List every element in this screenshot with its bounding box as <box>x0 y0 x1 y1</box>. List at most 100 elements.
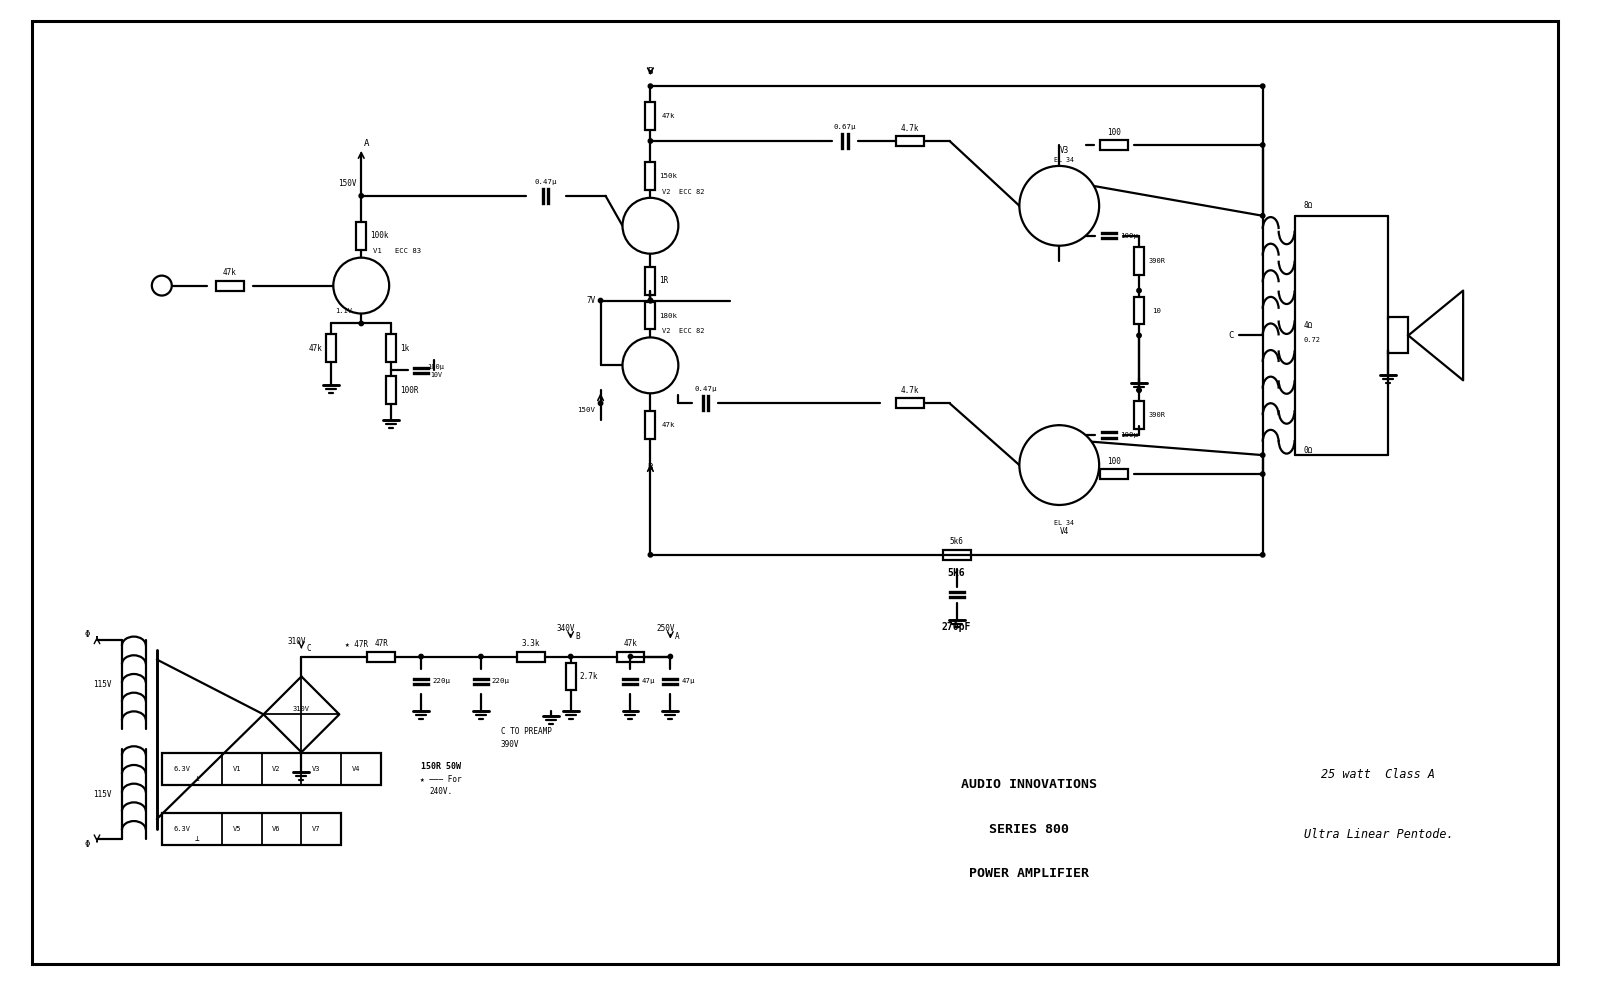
Text: 5k6: 5k6 <box>947 567 965 578</box>
Text: 150k: 150k <box>659 173 677 179</box>
Circle shape <box>358 194 363 198</box>
Bar <box>216 281 243 291</box>
Circle shape <box>358 321 363 326</box>
Text: 270pF: 270pF <box>942 622 971 631</box>
Circle shape <box>648 139 653 143</box>
Text: Ultra Linear Pentode.: Ultra Linear Pentode. <box>1304 827 1453 840</box>
Text: B: B <box>648 463 653 472</box>
Text: 0Ω: 0Ω <box>1304 445 1314 455</box>
Text: 4.7k: 4.7k <box>901 123 918 133</box>
Text: 25 watt  Class A: 25 watt Class A <box>1322 767 1435 781</box>
Bar <box>896 136 923 146</box>
Text: 2.7k: 2.7k <box>579 672 598 681</box>
Bar <box>645 411 656 439</box>
Text: C TO PREAMP: C TO PREAMP <box>501 727 552 736</box>
Bar <box>162 754 381 785</box>
Circle shape <box>1058 177 1061 182</box>
Text: 47k: 47k <box>624 639 637 648</box>
Circle shape <box>1019 165 1099 245</box>
Text: V3: V3 <box>1059 147 1069 156</box>
Text: V7: V7 <box>312 826 320 832</box>
Text: 5k6: 5k6 <box>950 538 963 547</box>
Text: SERIES 800: SERIES 800 <box>989 822 1069 835</box>
Text: V3: V3 <box>312 766 320 772</box>
Bar <box>386 335 397 362</box>
Text: POWER AMPLIFIER: POWER AMPLIFIER <box>970 868 1090 881</box>
Text: 150R 50W: 150R 50W <box>421 761 461 770</box>
Text: 10: 10 <box>1152 307 1162 313</box>
Text: V6: V6 <box>272 826 280 832</box>
Text: 220μ: 220μ <box>432 679 450 685</box>
Bar <box>566 663 576 690</box>
Text: 180k: 180k <box>659 312 677 318</box>
Bar <box>386 376 397 404</box>
Circle shape <box>152 276 171 296</box>
Bar <box>645 267 656 295</box>
Circle shape <box>1138 333 1141 338</box>
Circle shape <box>648 298 653 302</box>
Text: 10V: 10V <box>430 372 442 378</box>
Text: V2  ECC 82: V2 ECC 82 <box>662 328 706 335</box>
Text: V4: V4 <box>1059 527 1069 537</box>
Text: 390R: 390R <box>1149 258 1165 264</box>
Text: EL 34: EL 34 <box>1054 157 1074 163</box>
Bar <box>1134 246 1144 275</box>
Circle shape <box>568 654 573 659</box>
Text: 390R: 390R <box>1149 412 1165 419</box>
Circle shape <box>622 338 678 393</box>
Text: 0.72: 0.72 <box>1304 338 1320 344</box>
Bar <box>645 162 656 190</box>
Circle shape <box>622 198 678 254</box>
Circle shape <box>419 654 424 659</box>
Bar <box>1389 317 1408 354</box>
Text: V2  ECC 82: V2 ECC 82 <box>662 189 706 195</box>
Text: 47k: 47k <box>662 113 675 119</box>
Text: C: C <box>306 644 310 653</box>
Text: 47k: 47k <box>309 344 323 353</box>
Text: 100k: 100k <box>370 231 389 240</box>
Circle shape <box>1058 437 1061 441</box>
Bar <box>162 813 341 845</box>
Text: B: B <box>576 632 581 641</box>
Bar <box>645 301 656 329</box>
Text: 47μ: 47μ <box>682 679 694 685</box>
Text: ★ ――― For: ★ ――― For <box>421 774 462 784</box>
Circle shape <box>598 401 603 406</box>
Text: 340V: 340V <box>557 624 574 633</box>
Text: 310V: 310V <box>293 706 310 712</box>
Text: ⊥: ⊥ <box>194 833 198 842</box>
Text: V1: V1 <box>232 766 242 772</box>
Text: 3.3k: 3.3k <box>522 639 541 648</box>
Text: V5: V5 <box>232 826 242 832</box>
Text: Φ: Φ <box>85 630 90 639</box>
Circle shape <box>598 298 603 302</box>
Text: 310V: 310V <box>286 637 306 646</box>
Text: 100: 100 <box>1107 127 1122 137</box>
Bar <box>942 550 971 559</box>
Text: A: A <box>363 140 370 149</box>
Text: 100R: 100R <box>400 386 418 395</box>
Text: ⊥: ⊥ <box>194 773 198 783</box>
Circle shape <box>648 553 653 558</box>
Bar <box>1101 140 1128 150</box>
Text: 240V.: 240V. <box>429 787 453 796</box>
Text: B: B <box>648 67 653 76</box>
Text: 100μ: 100μ <box>427 364 445 370</box>
Circle shape <box>478 654 483 659</box>
Circle shape <box>1261 472 1266 476</box>
Text: 0.67μ: 0.67μ <box>834 124 856 130</box>
Circle shape <box>1261 84 1266 89</box>
Text: V4: V4 <box>352 766 360 772</box>
Text: 47k: 47k <box>222 268 237 277</box>
Circle shape <box>1261 553 1266 558</box>
Text: 47μ: 47μ <box>642 679 654 685</box>
Text: 115V: 115V <box>93 680 112 689</box>
Text: ★ 47R: ★ 47R <box>344 640 368 649</box>
Text: 100μ: 100μ <box>1120 232 1138 238</box>
Text: V2: V2 <box>272 766 280 772</box>
Polygon shape <box>264 677 339 753</box>
Text: 1R: 1R <box>659 276 669 285</box>
Polygon shape <box>1408 291 1462 380</box>
Bar <box>357 222 366 249</box>
Text: C: C <box>1229 331 1234 340</box>
